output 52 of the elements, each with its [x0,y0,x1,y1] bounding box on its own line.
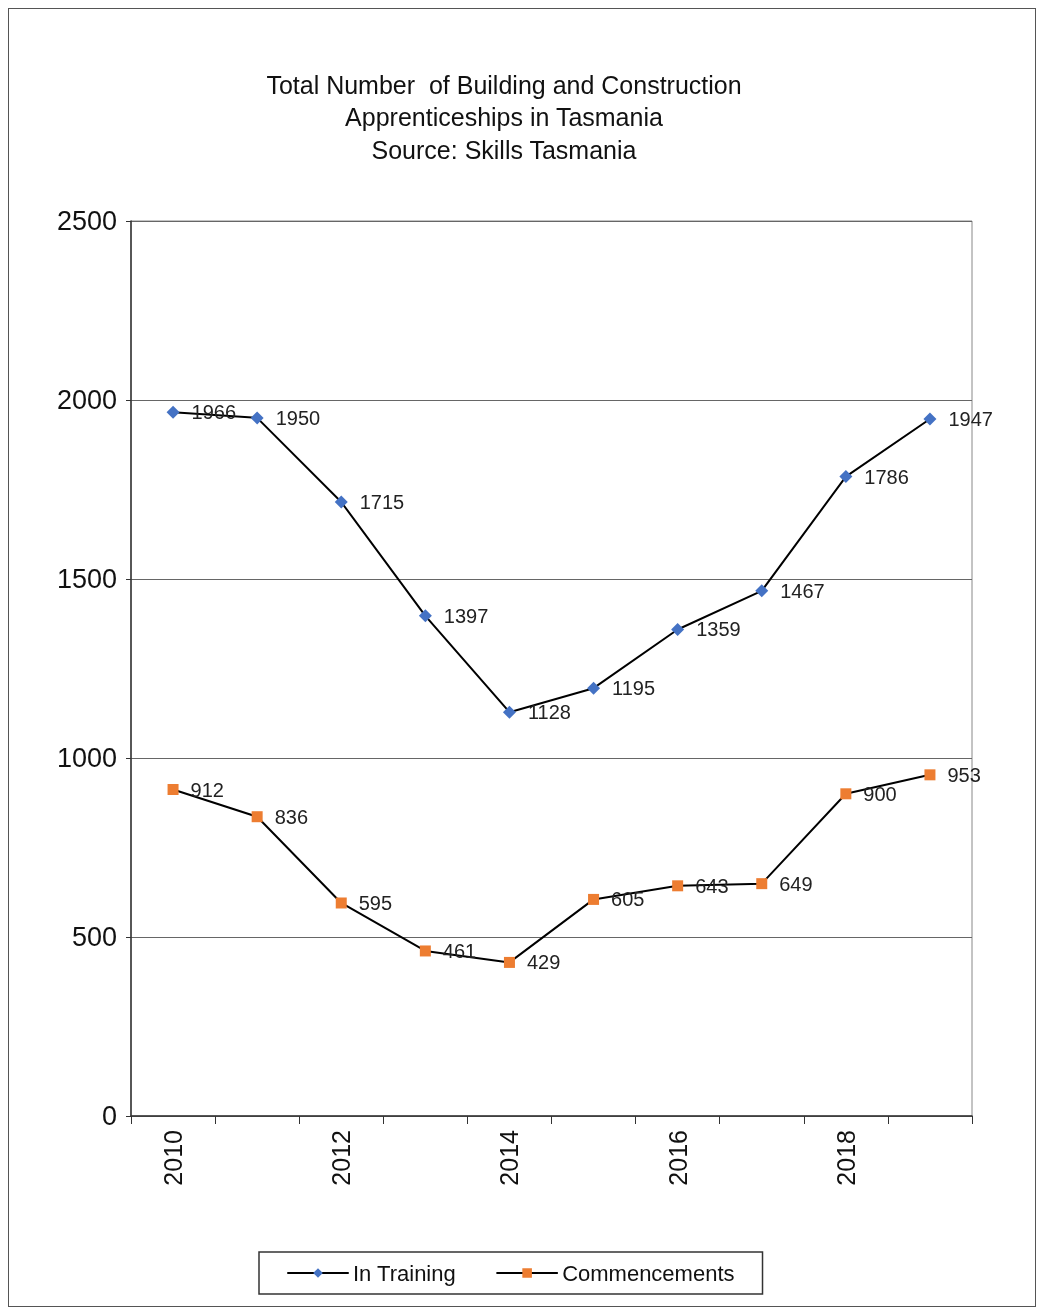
point [755,584,769,598]
point [335,897,347,909]
y-tick-label: 2000 [56,385,117,415]
legend-label: In Training [353,1260,456,1286]
point [588,893,600,905]
x-tick-label: 2016 [663,1130,692,1186]
legend-label: Commencements [562,1260,735,1286]
data-label: 1195 [612,677,656,700]
point [839,470,853,484]
point [756,878,768,890]
point [334,495,348,509]
data-label: 605 [611,888,645,911]
y-tick-label: 1000 [56,743,117,773]
point [250,411,264,425]
data-label: 429 [526,951,561,974]
point [671,622,685,636]
point [502,705,516,719]
point [923,412,937,426]
y-tick-label: 1500 [56,564,117,594]
data-label: 1786 [864,465,909,488]
data-label: 1359 [696,618,741,641]
y-tick-label: 0 [101,1101,117,1131]
data-label: 912 [190,778,224,801]
x-tick-label: 2014 [495,1129,524,1186]
y-tick-label: 500 [71,922,117,952]
x-tick-label: 2012 [327,1130,356,1186]
point [167,784,179,795]
data-label: 836 [274,805,309,828]
data-label: 1715 [359,491,405,514]
point [924,769,936,781]
point [672,880,684,892]
data-label: 649 [779,872,813,895]
data-label: 595 [358,891,393,914]
data-label: 1950 [275,406,321,429]
chart-subtitle: Source: Skills Tasmania [371,135,637,164]
point [166,405,180,419]
x-tick-label: 2010 [159,1130,188,1186]
data-label: 1397 [443,604,489,627]
point [587,681,601,695]
point [419,945,431,957]
data-label: 900 [863,782,897,805]
data-label: 1947 [948,407,993,430]
y-tick-label: 2500 [56,206,117,236]
point [251,811,263,823]
data-label: 1467 [780,579,825,602]
point [418,609,432,623]
data-label: 1128 [527,701,571,724]
chart-title: Total Number of Building and Construction Apprenticeships in Tasmania [266,71,742,131]
point [503,956,515,968]
point [840,788,852,800]
data-label: 953 [947,763,981,786]
x-tick-label: 2018 [831,1130,860,1186]
